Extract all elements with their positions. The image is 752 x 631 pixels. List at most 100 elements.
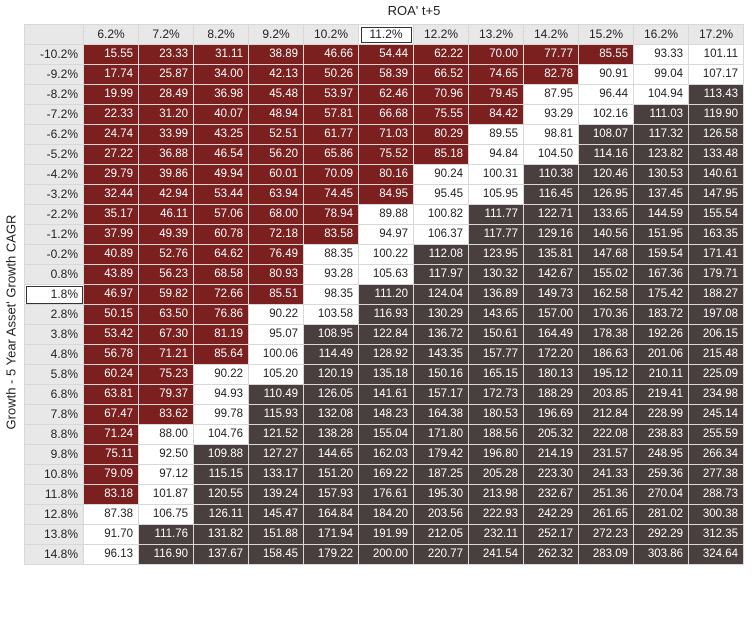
heatmap-cell: 114.16 [578, 144, 634, 165]
heatmap-cell: 104.50 [523, 144, 579, 165]
y-tick-label: -5.2% [24, 144, 84, 165]
heatmap-cell: 88.00 [138, 424, 194, 445]
heatmap-cell: 155.04 [358, 424, 414, 445]
heatmap-cell: 172.20 [523, 344, 579, 365]
heatmap-cell: 128.92 [358, 344, 414, 365]
heatmap-cell: 312.35 [688, 524, 744, 545]
heatmap-cell: 120.46 [578, 164, 634, 185]
heatmap-cell: 61.77 [303, 124, 359, 145]
heatmap-cell: 292.29 [633, 524, 689, 545]
heatmap-cell: 36.98 [193, 84, 249, 105]
heatmap-row: -5.2% 27.22 36.88 46.54 56.20 65.86 75.52 85.18… [24, 144, 744, 165]
heatmap-cell: 46.97 [83, 284, 139, 305]
heatmap-cell: 77.77 [523, 44, 579, 65]
heatmap-cell: 110.49 [248, 384, 304, 405]
x-tick-label: 16.2% [633, 24, 689, 45]
heatmap-cell: 206.15 [688, 324, 744, 345]
heatmap-cell: 148.23 [358, 404, 414, 425]
heatmap-row: 6.8% 63.81 79.37 94.93 110.49 126.05 141.61 157… [24, 384, 744, 405]
heatmap-cell: 188.29 [523, 384, 579, 405]
y-axis-title: Growth - 5 Year Asset' Growth CAGR [3, 214, 19, 430]
heatmap-cell: 124.04 [413, 284, 469, 305]
y-tick-label: -8.2% [24, 84, 84, 105]
heatmap-row: -0.2% 40.89 52.76 64.62 76.49 88.35 100.22 112.… [24, 244, 744, 265]
heatmap-cell: 27.22 [83, 144, 139, 165]
heatmap-cell: 130.29 [413, 304, 469, 325]
heatmap-cell: 178.38 [578, 324, 634, 345]
heatmap-cell: 133.48 [688, 144, 744, 165]
heatmap-cell: 157.93 [303, 484, 359, 505]
heatmap-cell: 272.23 [578, 524, 634, 545]
heatmap-cell: 54.44 [358, 44, 414, 65]
heatmap-cell: 155.02 [578, 264, 634, 285]
heatmap-cell: 200.00 [358, 544, 414, 565]
heatmap-cell: 53.44 [193, 184, 249, 205]
heatmap-cell: 241.33 [578, 464, 634, 485]
heatmap-cell: 106.75 [138, 504, 194, 525]
heatmap-cell: 96.13 [83, 544, 139, 565]
heatmap-cell: 197.08 [688, 304, 744, 325]
heatmap-cell: 46.11 [138, 204, 194, 225]
y-tick-label: -4.2% [24, 164, 84, 185]
heatmap-cell: 133.65 [578, 204, 634, 225]
heatmap-cell: 252.17 [523, 524, 579, 545]
heatmap-cell: 111.20 [358, 284, 414, 305]
heatmap-cell: 80.93 [248, 264, 304, 285]
heatmap-cell: 140.56 [578, 224, 634, 245]
heatmap-cell: 24.74 [83, 124, 139, 145]
heatmap-cell: 90.24 [413, 164, 469, 185]
heatmap-cell: 137.67 [193, 544, 249, 565]
heatmap-cell: 324.64 [688, 544, 744, 565]
heatmap-cell: 214.19 [523, 444, 579, 465]
heatmap-cell: 112.08 [413, 244, 469, 265]
heatmap-cell: 108.07 [578, 124, 634, 145]
header-row: 6.2% 7.2% 8.2% 9.2% 10.2% 11.2% 12.2% 13.2% 14.2… [24, 24, 744, 45]
heatmap-cell: 28.49 [138, 84, 194, 105]
heatmap-row: 7.8% 67.47 83.62 99.78 115.93 132.08 148.23 164… [24, 404, 744, 425]
heatmap-cell: 130.32 [468, 264, 524, 285]
heatmap-cell: 122.71 [523, 204, 579, 225]
heatmap-cell: 32.44 [83, 184, 139, 205]
heatmap-cell: 95.45 [413, 184, 469, 205]
heatmap-cell: 82.78 [523, 64, 579, 85]
x-tick-label: 6.2% [83, 24, 139, 45]
heatmap-row: -2.2% 35.17 46.11 57.06 68.00 78.94 89.88 100.8… [24, 204, 744, 225]
heatmap-cell: 111.76 [138, 524, 194, 545]
heatmap-cell: 23.33 [138, 44, 194, 65]
heatmap-cell: 90.22 [248, 304, 304, 325]
heatmap-cell: 147.68 [578, 244, 634, 265]
heatmap-cell: 167.36 [633, 264, 689, 285]
y-tick-label: 3.8% [24, 324, 84, 345]
x-tick-label: 12.2% [413, 24, 469, 45]
heatmap-cell: 179.42 [413, 444, 469, 465]
y-tick-label: 11.8% [24, 484, 84, 505]
heatmap-cell: 126.11 [193, 504, 249, 525]
heatmap-cell: 222.08 [578, 424, 634, 445]
heatmap-cell: 122.84 [358, 324, 414, 345]
heatmap-cell: 68.00 [248, 204, 304, 225]
heatmap-cell: 40.89 [83, 244, 139, 265]
heatmap-cell: 113.43 [688, 84, 744, 105]
heatmap-cell: 43.89 [83, 264, 139, 285]
heatmap-cell: 228.99 [633, 404, 689, 425]
heatmap-cell: 277.38 [688, 464, 744, 485]
heatmap-cell: 85.18 [413, 144, 469, 165]
heatmap-cell: 186.63 [578, 344, 634, 365]
heatmap-cell: 150.16 [413, 364, 469, 385]
heatmap-cell: 150.61 [468, 324, 524, 345]
heatmap-cell: 158.45 [248, 544, 304, 565]
heatmap-cell: 261.65 [578, 504, 634, 525]
heatmap-row: -4.2% 29.79 39.86 49.94 60.01 70.09 80.16 90.24… [24, 164, 744, 185]
heatmap-cell: 212.84 [578, 404, 634, 425]
heatmap-cell: 138.28 [303, 424, 359, 445]
heatmap-row: 9.8% 75.11 92.50 109.88 127.27 144.65 162.03 17… [24, 444, 744, 465]
heatmap-cell: 57.81 [303, 104, 359, 125]
heatmap-cell: 251.36 [578, 484, 634, 505]
heatmap-cell: 66.68 [358, 104, 414, 125]
heatmap-cell: 212.05 [413, 524, 469, 545]
heatmap-row: -9.2% 17.74 25.87 34.00 42.13 50.26 58.39 66.52… [24, 64, 744, 85]
heatmap-cell: 259.36 [633, 464, 689, 485]
y-tick-label: -3.2% [24, 184, 84, 205]
heatmap-cell: 25.87 [138, 64, 194, 85]
heatmap-cell: 127.27 [248, 444, 304, 465]
